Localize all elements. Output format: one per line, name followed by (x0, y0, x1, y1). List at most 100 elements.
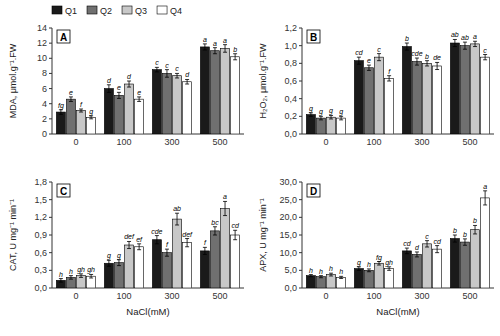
error-cap (69, 101, 73, 102)
error-line (108, 260, 109, 266)
bar (375, 263, 384, 288)
y-tick-label: 5,0 (284, 265, 297, 275)
error-bar (137, 244, 141, 250)
error-cap (329, 275, 333, 276)
bar-letter: h (329, 265, 333, 272)
bar (114, 95, 123, 134)
error-bar (107, 260, 111, 266)
error-line (118, 260, 119, 266)
error-cap (453, 46, 457, 47)
bar-letter: def (124, 233, 135, 240)
error-line (427, 61, 428, 66)
bar (183, 82, 192, 134)
error-bar (69, 276, 73, 280)
error-cap (175, 73, 179, 74)
error-line (406, 248, 407, 254)
y-axis-label: MDA, μmol.g⁻¹.FW (8, 43, 18, 118)
error-bar (483, 55, 487, 60)
error-cap (309, 276, 313, 277)
error-line (485, 55, 486, 60)
error-cap (185, 246, 189, 247)
bar-letters: hgcdbhhdbhfgcbhghcda (309, 183, 487, 276)
bar-letter: g (357, 259, 361, 267)
x-axis-label: NaCl(mM) (376, 306, 419, 317)
error-line (129, 81, 130, 87)
x-tick-label: 300 (414, 291, 429, 301)
error-cap (79, 109, 83, 110)
error-line (310, 113, 311, 117)
panel-label: C (60, 186, 67, 197)
bar (200, 47, 209, 134)
bar-letters: hgcdefhgfbcghdefabaghefdefcd (59, 193, 240, 277)
panel-label: A (60, 32, 67, 43)
bar (77, 111, 86, 134)
error-line (454, 235, 455, 242)
error-bar (367, 65, 371, 70)
x-tick-label: 100 (116, 137, 131, 147)
bar (162, 73, 171, 134)
error-cap (425, 60, 429, 61)
error-bar (69, 97, 73, 102)
error-cap (367, 268, 371, 269)
y-tick-label: 10 (37, 53, 47, 63)
bar-letter: h (319, 268, 323, 275)
bar-letter: e (367, 57, 371, 64)
bar (104, 89, 113, 134)
error-cap (415, 256, 419, 257)
bar-letter: f (388, 68, 391, 75)
bar-letter: ef (136, 236, 143, 243)
error-cap (203, 254, 207, 255)
error-bar (233, 54, 237, 60)
error-cap (89, 277, 93, 278)
error-cap (367, 271, 371, 272)
error-bar (223, 201, 227, 215)
y-tick-label: 0,0 (284, 129, 297, 139)
y-tick-label: 1,2 (284, 23, 297, 33)
error-bar (89, 274, 93, 278)
error-cap (127, 241, 131, 242)
error-cap (213, 235, 217, 236)
y-tick-label: 0,0 (284, 283, 297, 293)
error-line (368, 65, 369, 70)
error-cap (117, 98, 121, 99)
bar-letter: fg (376, 254, 382, 262)
error-cap (377, 261, 381, 262)
error-cap (405, 50, 409, 51)
error-bar (155, 67, 159, 72)
error-bar (59, 110, 63, 115)
error-cap (339, 116, 343, 117)
marks (306, 191, 489, 288)
error-line (368, 269, 369, 272)
y-axis-line (302, 182, 303, 288)
error-cap (425, 65, 429, 66)
bar-letter: ab (461, 34, 469, 41)
x-tick-label: 0 (323, 137, 328, 147)
error-cap (377, 60, 381, 61)
error-bar (137, 97, 141, 102)
bar-letter: h (59, 271, 63, 278)
bar (210, 231, 219, 288)
error-line (60, 279, 61, 283)
bar (433, 66, 442, 134)
error-cap (223, 52, 227, 53)
bar (385, 269, 394, 288)
error-bar (425, 241, 429, 247)
error-cap (387, 266, 391, 267)
error-cap (387, 270, 391, 271)
error-cap (387, 75, 391, 76)
bar (66, 277, 75, 288)
error-cap (107, 260, 111, 261)
error-line (235, 230, 236, 239)
error-cap (185, 238, 189, 239)
bar (306, 276, 315, 288)
y-tick-label: 1,0 (284, 41, 297, 51)
error-line (139, 97, 140, 102)
error-cap (233, 59, 237, 60)
error-cap (127, 81, 131, 82)
bar (306, 115, 315, 134)
error-cap (165, 249, 169, 250)
error-cap (175, 213, 179, 214)
error-bar (415, 252, 419, 257)
error-cap (357, 57, 361, 58)
bar (385, 78, 394, 134)
